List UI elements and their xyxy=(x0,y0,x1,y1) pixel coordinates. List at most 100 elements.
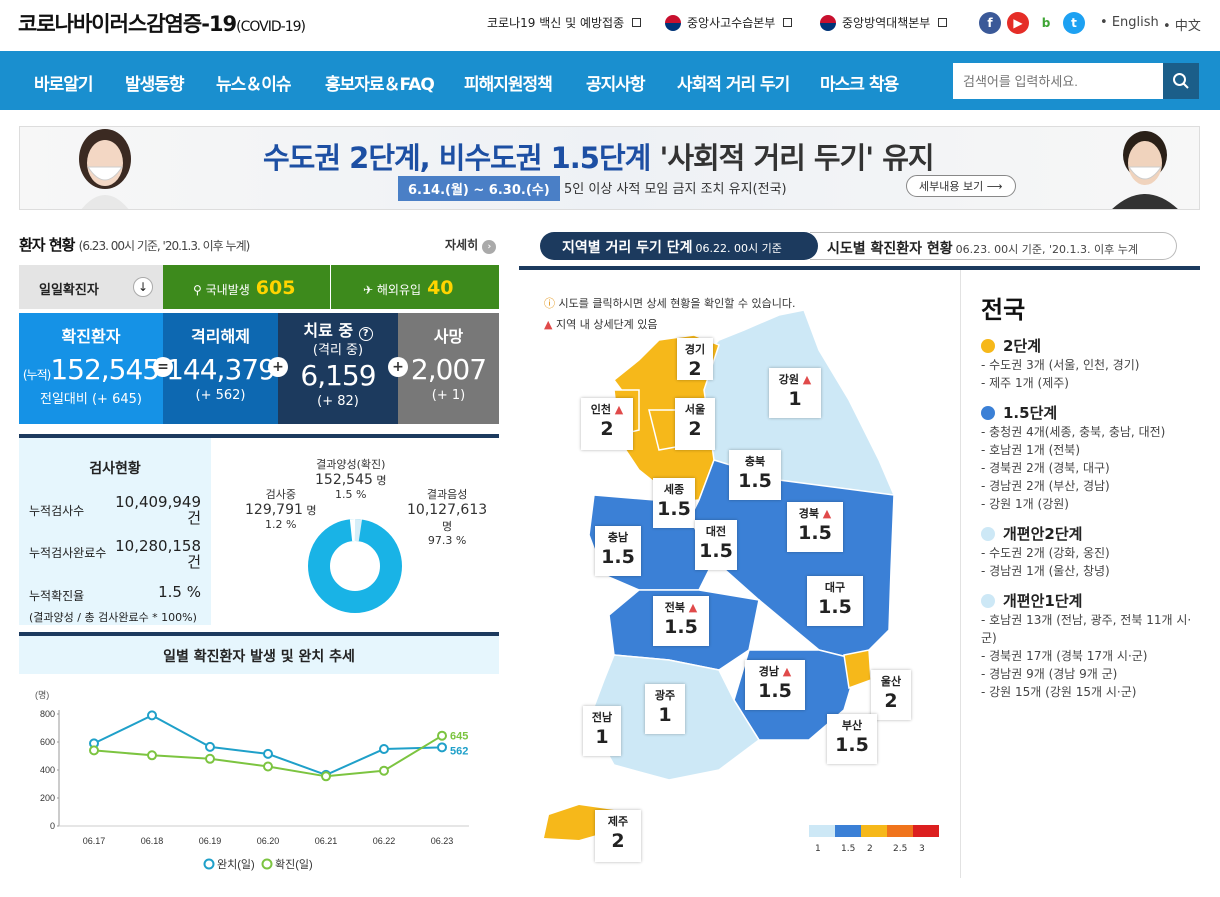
region-name: 인천 ▲ xyxy=(590,403,624,416)
region-level: 2 xyxy=(884,690,898,712)
region-name: 세종 xyxy=(663,483,685,496)
banner-more-button[interactable]: 세부내용 보기 ⟶ xyxy=(906,175,1016,197)
treating-stat: 치료 중 ? (격리 중) 6,159 (+ 82) xyxy=(278,313,398,424)
series-point xyxy=(205,753,215,764)
level-name: 개편안2단계 xyxy=(1003,525,1083,543)
region-label[interactable]: 경기 2 xyxy=(677,338,713,380)
plus-icon: + xyxy=(268,357,288,377)
region-label[interactable]: 전북 ▲ 1.5 xyxy=(653,596,709,646)
warning-icon: ▲ xyxy=(684,601,698,614)
region-label[interactable]: 경북 ▲ 1.5 xyxy=(787,502,843,552)
warning-icon: ▲ xyxy=(778,665,792,678)
level-list: 2단계 - 수도권 3개 (서울, 인천, 경기) - 제주 1개 (제주) 1.5단… xyxy=(981,335,1200,701)
search-input[interactable] xyxy=(953,63,1163,99)
nav-item[interactable]: 홍보자료＆FAQ xyxy=(325,75,435,95)
test-value: 1.5 % xyxy=(158,583,201,601)
donut-negative xyxy=(308,519,402,613)
x-tick-label: 06.19 xyxy=(199,836,222,846)
map-panel: ⓘ 시도를 클릭하시면 상세 현황을 확인할 수 있습니다. ▲ 지역 내 상세… xyxy=(519,266,1200,878)
banner-date: 6.14.(월) ~ 6.30.(수) xyxy=(398,176,560,201)
region-label[interactable]: 전남 1 xyxy=(583,706,621,756)
nav-item[interactable]: 공지사항 xyxy=(586,75,646,95)
region-ulsan[interactable] xyxy=(843,649,872,690)
region-label[interactable]: 강원 ▲ 1 xyxy=(769,368,821,418)
level-name: 1.5단계 xyxy=(1003,404,1058,422)
arrow-down-icon[interactable]: ↓ xyxy=(133,277,153,297)
youtube-icon[interactable]: ▶ xyxy=(1007,12,1029,34)
y-tick-label: 600 xyxy=(40,737,55,747)
series-point xyxy=(263,761,273,772)
level-dot xyxy=(981,526,995,541)
kdca-link[interactable]: 중앙방역대책본부 xyxy=(820,14,948,31)
region-label[interactable]: 충북 1.5 xyxy=(729,450,781,500)
search-button[interactable] xyxy=(1163,63,1199,99)
patient-title: 환자 현황 (6.23. 00시 기준, '20.1.3. 이후 누계) xyxy=(19,236,250,254)
region-level: 2 xyxy=(688,418,702,440)
level-heading: 개편안2단계 xyxy=(981,523,1200,544)
level-item: - 수도권 2개 (강화, 옹진) xyxy=(981,546,1110,560)
facebook-icon[interactable]: f xyxy=(979,12,1001,34)
released-stat: 격리해제 144,379 (+ 562) xyxy=(163,313,278,424)
csc-link[interactable]: 중앙사고수습본부 xyxy=(665,14,793,31)
region-level: 1 xyxy=(595,726,609,748)
level-item: - 수도권 3개 (서울, 인천, 경기) xyxy=(981,358,1140,372)
man-mask-image xyxy=(1112,131,1178,209)
site-logo[interactable]: 코로나바이러스감염증-19(COVID-19) xyxy=(18,12,306,36)
x-tick-label: 06.22 xyxy=(373,836,396,846)
test-title: 검사현황 xyxy=(89,461,141,477)
legend-swatch xyxy=(809,825,835,837)
region-label[interactable]: 서울 2 xyxy=(675,398,715,450)
data-label-confirmed: 645 xyxy=(450,731,468,743)
nav-item[interactable]: 뉴스＆이슈 xyxy=(216,75,292,95)
region-label[interactable]: 대구 1.5 xyxy=(807,576,863,626)
lang-english[interactable]: • English xyxy=(1100,15,1159,30)
level-dot xyxy=(981,405,995,420)
nav-item[interactable]: 발생동향 xyxy=(125,75,185,95)
tab-confirmed-by-region[interactable]: 시도별 확진환자 현황 06.23. 00시 기준, '20.1.3. 이후 누계 xyxy=(810,232,1177,260)
region-level: 2 xyxy=(611,830,625,852)
pin-icon: ⚲ xyxy=(193,283,202,297)
region-label[interactable]: 경남 ▲ 1.5 xyxy=(745,660,805,710)
vaccine-link[interactable]: 코로나19 백신 및 예방접종 xyxy=(487,14,642,31)
region-label[interactable]: 인천 ▲ 2 xyxy=(581,398,633,450)
region-label[interactable]: 대전 1.5 xyxy=(695,520,737,570)
series-point xyxy=(379,744,389,754)
region-label[interactable]: 제주 2 xyxy=(595,810,641,862)
nav-item[interactable]: 사회적 거리 두기 xyxy=(677,75,790,95)
region-name: 서울 xyxy=(684,403,706,416)
legend-swatch xyxy=(913,825,939,837)
level-item: - 경북권 17개 (경북 17개 시·군) xyxy=(981,649,1148,663)
region-name: 경남 ▲ xyxy=(758,665,792,678)
external-icon xyxy=(632,18,642,27)
nav-item[interactable]: 마스크 착용 xyxy=(820,75,899,95)
korea-map xyxy=(544,309,896,840)
legend-swatch xyxy=(861,825,887,837)
region-label[interactable]: 부산 1.5 xyxy=(827,714,877,764)
woman-mask-image xyxy=(79,129,131,209)
banner-subtitle: 5인 이상 사적 모임 금지 조치 유지(전국) xyxy=(564,182,787,197)
nav-item[interactable]: 피해지원정책 xyxy=(464,75,553,95)
plus-icon: + xyxy=(388,357,408,377)
region-label[interactable]: 세종 1.5 xyxy=(653,478,695,528)
data-label-recovered: 562 xyxy=(450,745,468,757)
region-level: 1.5 xyxy=(835,734,869,756)
legend-label: 1.5 xyxy=(841,844,856,854)
flag-icon xyxy=(665,14,681,31)
help-icon[interactable]: ? xyxy=(358,327,373,341)
tab-distancing-level[interactable]: 지역별 거리 두기 단계 06.22. 00시 기준 xyxy=(540,232,818,260)
test-value: 10,280,158 건 xyxy=(115,537,201,571)
blog-icon[interactable]: b xyxy=(1035,12,1057,34)
region-label[interactable]: 충남 1.5 xyxy=(595,526,641,576)
legend-swatch xyxy=(835,825,861,837)
test-status: 검사현황 누적검사수 10,409,949 건 누적검사완료수 10,280,15… xyxy=(19,434,499,625)
lang-chinese[interactable]: • 中文 xyxy=(1163,19,1201,34)
warning-icon: ▲ xyxy=(610,403,624,416)
twitter-icon[interactable]: t xyxy=(1063,12,1085,34)
more-link[interactable]: 자세히 › xyxy=(445,236,497,254)
level-name: 2단계 xyxy=(1003,337,1042,355)
region-label[interactable]: 광주 1 xyxy=(645,684,685,734)
level-item: - 제주 1개 (제주) xyxy=(981,376,1069,390)
region-label[interactable]: 울산 2 xyxy=(871,670,911,720)
notice-banner[interactable]: 수도권 2단계, 비수도권 1.5단계 '사회적 거리 두기' 유지 6.14.… xyxy=(19,126,1200,210)
nav-item[interactable]: 바로알기 xyxy=(34,75,94,95)
